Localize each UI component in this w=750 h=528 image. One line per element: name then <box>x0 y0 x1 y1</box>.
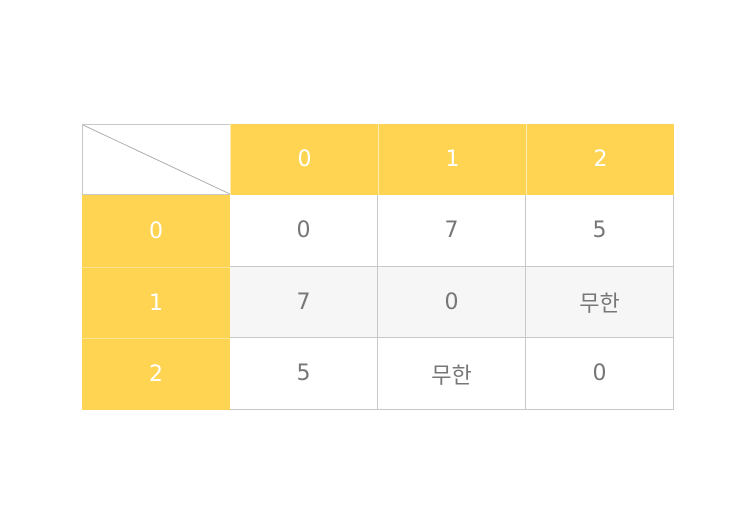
matrix-cell: 0 <box>526 338 674 410</box>
matrix-cell: 0 <box>230 195 378 267</box>
matrix-cell: 5 <box>230 338 378 410</box>
matrix-cell: 5 <box>526 195 674 267</box>
distance-matrix-table: 0 1 2 0 0 7 5 1 7 0 무한 2 5 무한 0 <box>82 124 674 410</box>
row-header: 1 <box>82 267 230 338</box>
diagonal-divider <box>83 125 230 194</box>
row-header: 2 <box>82 338 230 410</box>
matrix-cell: 0 <box>378 267 526 338</box>
column-header: 0 <box>230 124 378 195</box>
column-header: 2 <box>526 124 674 195</box>
matrix-cell: 7 <box>230 267 378 338</box>
corner-cell <box>82 124 230 195</box>
column-header: 1 <box>378 124 526 195</box>
matrix-cell: 7 <box>378 195 526 267</box>
matrix-cell: 무한 <box>526 267 674 338</box>
matrix-cell: 무한 <box>378 338 526 410</box>
row-header: 0 <box>82 195 230 267</box>
